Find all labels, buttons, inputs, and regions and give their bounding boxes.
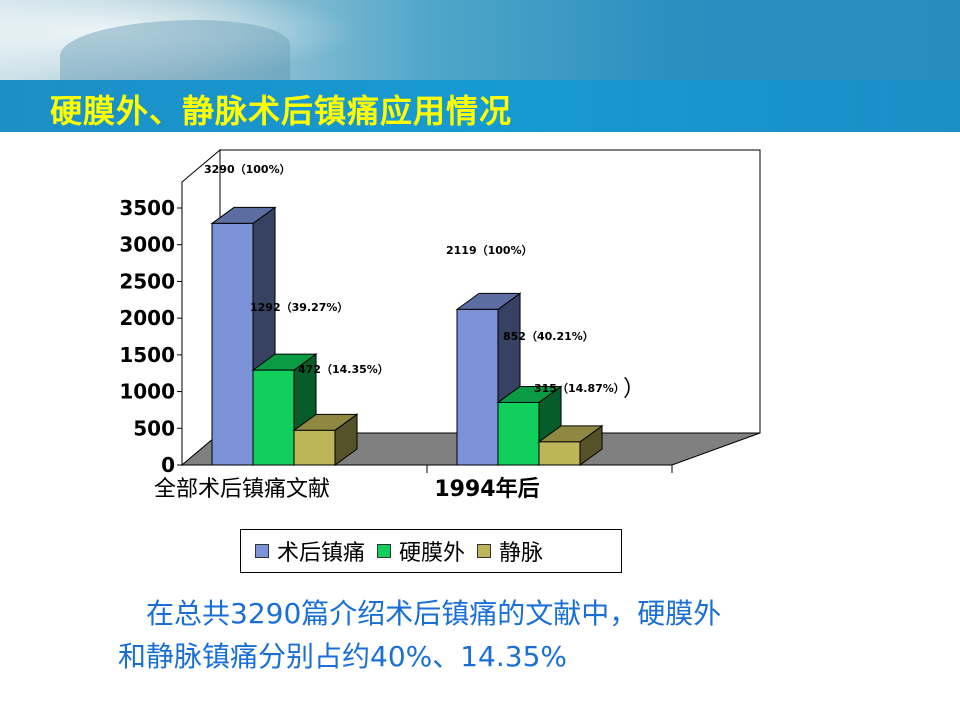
legend-label-postop: 术后镇痛 — [277, 541, 366, 566]
legend-item-iv: 静脉 — [477, 535, 543, 567]
banner-surgery-photo — [60, 20, 290, 80]
y-tick-label: 500 — [133, 416, 175, 440]
data-label: 2119（100%） — [446, 244, 533, 257]
summary-text: 在总共3290篇介绍术后镇痛的文献中，硬膜外 和静脉镇痛分别占约40%、14.3… — [118, 592, 918, 678]
bar-硬膜外-1 — [497, 401, 540, 466]
slide-title: 硬膜外、静脉术后镇痛应用情况 — [50, 92, 513, 130]
data-label: 1292（39.27%） — [250, 301, 348, 314]
summary-line-2: 和静脉镇痛分别占约40%、14.35% — [118, 640, 567, 673]
legend-swatch-postop — [255, 544, 269, 558]
header-banner-image — [0, 0, 960, 80]
bar-静脉-0 — [293, 429, 336, 466]
bar-静脉-1 — [538, 441, 581, 466]
y-tick-label: 0 — [161, 453, 175, 477]
bar-chart: 0 500 1000 1500 2000 2500 3000 3500 3290（100%） 12… — [119, 148, 761, 502]
y-tick-label: 3500 — [119, 196, 175, 220]
legend-swatch-iv — [477, 544, 492, 558]
chart-legend: 术后镇痛 硬膜外 静脉 — [240, 529, 622, 573]
stray-bracket-mark: ） — [623, 377, 645, 402]
legend-swatch-epidural — [377, 544, 392, 558]
data-label: 3290（100%） — [204, 163, 291, 176]
y-tick-label: 1000 — [119, 380, 175, 404]
bar-硬膜外-0 — [252, 369, 295, 466]
x-category-label: 全部术后镇痛文献 — [154, 477, 330, 502]
legend-item-postop: 术后镇痛 — [255, 535, 365, 567]
bar-术后镇痛-0 — [211, 222, 254, 466]
legend-label-iv: 静脉 — [499, 541, 544, 566]
y-tick-label: 3000 — [119, 233, 175, 257]
legend-label-epidural: 硬膜外 — [399, 541, 466, 566]
summary-line-1: 在总共3290篇介绍术后镇痛的文献中，硬膜外 — [146, 597, 722, 630]
x-category-label: 1994年后 — [434, 476, 539, 502]
y-tick-label: 1500 — [119, 343, 175, 367]
title-bar — [0, 80, 960, 132]
data-label: 315（14.87%） — [534, 382, 625, 395]
data-label: 472（14.35%） — [298, 363, 389, 376]
legend-item-epidural: 硬膜外 — [377, 535, 465, 567]
bar-术后镇痛-1 — [456, 308, 499, 466]
data-label: 852（40.21%） — [503, 330, 594, 343]
y-tick-label: 2500 — [119, 269, 175, 293]
y-tick-label: 2000 — [119, 306, 175, 330]
